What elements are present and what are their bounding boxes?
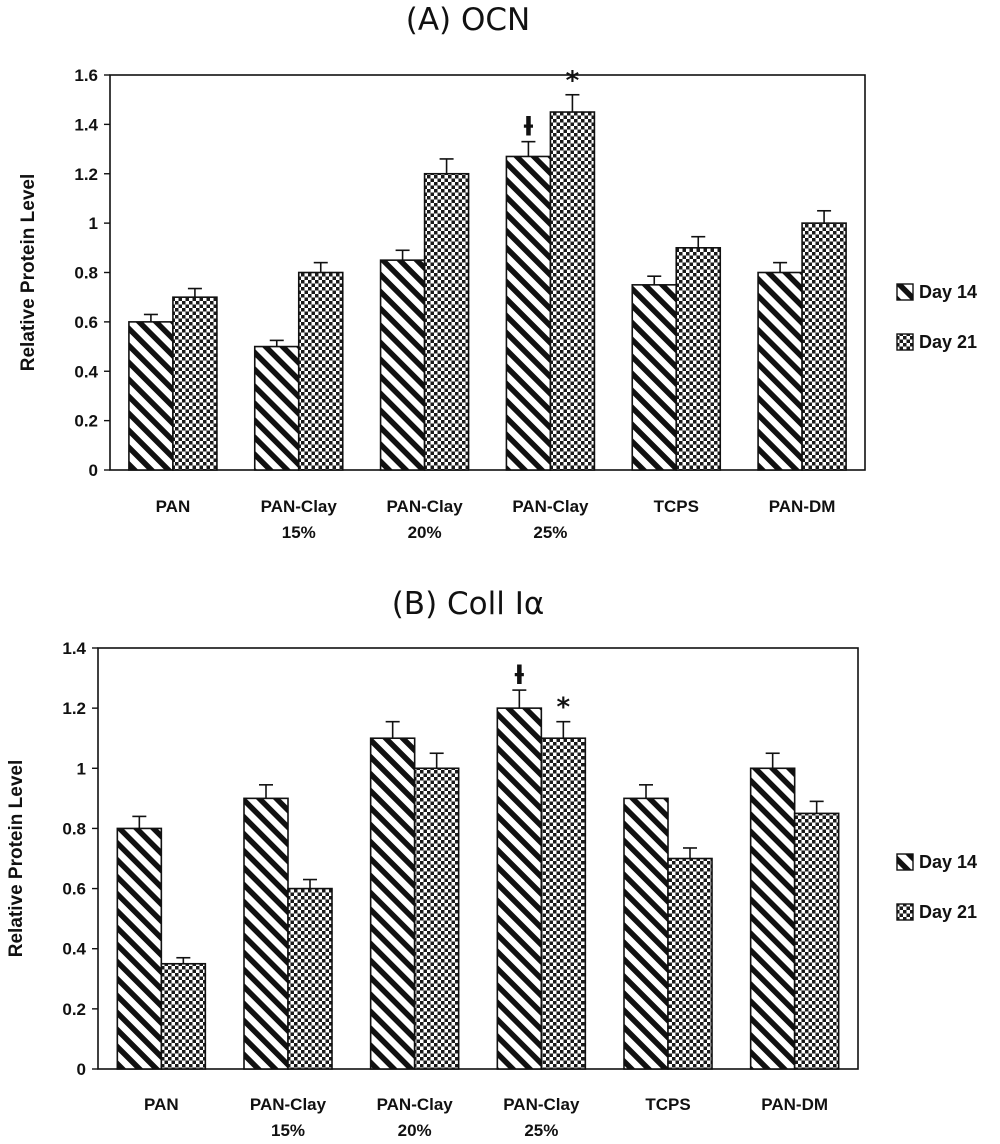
legend-swatch-day-14 [896,853,914,871]
bar-day-14 [505,155,552,471]
significance-marker: ƚ [515,661,525,691]
y-tick-label: 1 [77,759,86,778]
y-tick-label: 1.4 [62,639,86,658]
bar-day-14 [116,827,163,1070]
y-tick-label: 0.4 [74,362,98,381]
y-axis-title: Relative Protein Level [18,174,39,371]
y-tick-label: 0 [89,461,98,480]
bar-day-14 [749,767,796,1070]
bar-day-14 [128,321,174,471]
y-tick-label: 0.8 [74,264,98,283]
category-label: TCPS [645,1095,690,1114]
bar-day-14 [757,271,803,471]
category-label: PAN [156,497,191,516]
chart-title: (B) Coll Iα [392,586,545,622]
y-tick-label: 1.2 [74,165,98,184]
bar-day-21 [549,111,596,471]
y-tick-label: 0.6 [74,313,98,332]
legend-swatch-day-21 [896,333,914,351]
bar-day-21 [287,887,333,1070]
category-label: PAN [144,1095,179,1114]
bar-day-21 [297,271,344,471]
category-label: PAN-Clay 25% [503,1095,580,1140]
chart-title: (A) OCN [406,2,530,38]
y-tick-label: 1.6 [74,66,98,85]
y-axis-title: Relative Protein Level [6,760,27,957]
y-tick-label: 0 [77,1060,86,1079]
significance-marker: ƚ [524,113,534,143]
bar-day-14 [496,707,543,1070]
bar-day-21 [667,857,713,1070]
y-tick-label: 0.6 [62,880,86,899]
category-label: PAN-DM [769,497,836,516]
y-tick-label: 1.4 [74,115,98,134]
significance-marker: * [566,66,580,96]
y-tick-label: 1.2 [62,699,86,718]
significance-marker: * [557,693,571,723]
legend-swatch-day-21 [896,903,914,921]
bar-day-14 [369,737,416,1070]
bar-day-21 [172,296,218,471]
legend-label-day-14: Day 14 [919,852,977,872]
category-label: PAN-DM [761,1095,828,1114]
bar-day-21 [801,222,847,471]
category-label: PAN-Clay 15% [261,497,338,542]
y-tick-label: 0.4 [62,940,86,959]
panel-b-coll: (B) Coll Iα 0 0.2 0.4 0.6 0.8 1 1.2 1.4 Relative … [6,586,977,1140]
legend-swatch-day-14 [896,283,914,301]
legend-label-day-14: Day 14 [919,282,977,302]
bar-day-21 [540,737,587,1070]
bar-day-14 [243,797,289,1070]
bar-day-21 [160,962,207,1070]
category-label: TCPS [654,497,699,516]
y-tick-label: 0.2 [74,412,98,431]
y-tick-label: 0.8 [62,819,86,838]
bar-day-21 [793,812,840,1070]
category-label: PAN-Clay 25% [512,497,589,542]
bar-day-21 [413,767,460,1070]
bar-day-14 [379,259,426,471]
category-label: PAN-Clay 20% [377,1095,454,1140]
plot-area-border [109,74,866,471]
y-tick-label: 0.2 [62,1000,86,1019]
plot-area-border [97,647,859,1070]
category-label: PAN-Clay 20% [386,497,463,542]
legend-label-day-21: Day 21 [919,332,977,352]
bar-day-14 [253,345,300,471]
bar-day-21 [675,247,722,471]
category-label: PAN-Clay 15% [250,1095,327,1140]
legend-label-day-21: Day 21 [919,902,977,922]
panel-a-ocn: (A) OCN 0 0.2 0.4 0.6 0.8 1 1.2 1.4 1.6 Relative P… [18,2,977,542]
bar-day-21 [423,172,470,471]
bar-day-14 [623,797,669,1070]
y-tick-label: 1 [89,214,98,233]
bar-day-14 [631,284,678,471]
